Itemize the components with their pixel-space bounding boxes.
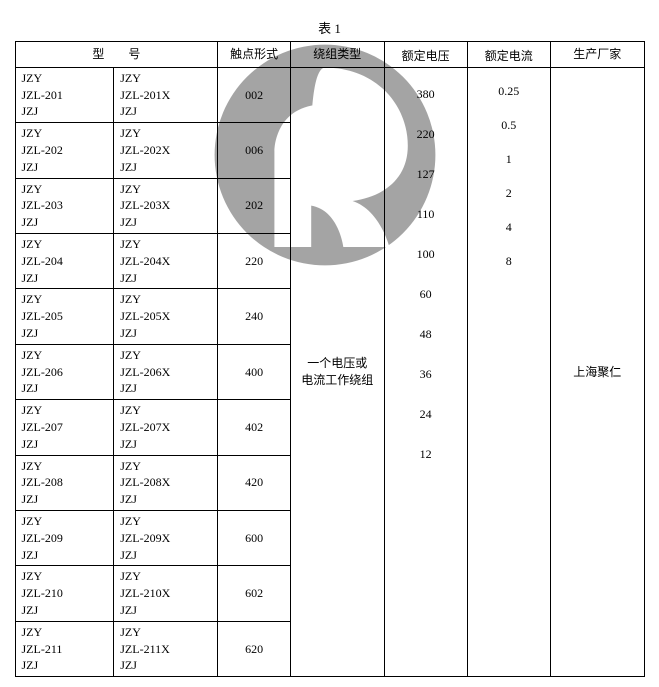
model-cell-b: JZYJZL-208XJZJ	[114, 455, 218, 510]
model-cell-b: JZYJZL-206XJZJ	[114, 344, 218, 399]
model-cell-b: JZYJZL-202XJZJ	[114, 123, 218, 178]
model-cell-a: JZYJZL-208JZJ	[15, 455, 114, 510]
model-cell-b: JZYJZL-207XJZJ	[114, 400, 218, 455]
contact-cell: 002	[218, 67, 291, 122]
model-cell-b: JZYJZL-205XJZJ	[114, 289, 218, 344]
contact-cell: 220	[218, 233, 291, 288]
table-row: JZYJZL-201JZJJZYJZL-201XJZJ002一个电压或电流工作绕…	[15, 67, 644, 122]
col-contact: 触点形式	[218, 42, 291, 68]
model-cell-b: JZYJZL-204XJZJ	[114, 233, 218, 288]
model-cell-b: JZYJZL-201XJZJ	[114, 67, 218, 122]
voltage-cell: 3802201271101006048362412	[384, 67, 467, 676]
contact-cell: 202	[218, 178, 291, 233]
col-volt: 额定电压	[384, 42, 467, 68]
model-cell-a: JZYJZL-210JZJ	[15, 566, 114, 621]
table-caption: 表 1	[10, 18, 649, 37]
model-cell-a: JZYJZL-202JZJ	[15, 123, 114, 178]
col-model: 型 号	[15, 42, 218, 68]
spec-table: 型 号 触点形式 绕组类型 额定电压 额定电流 生产厂家 JZYJZL-201J…	[15, 41, 645, 677]
model-cell-a: JZYJZL-201JZJ	[15, 67, 114, 122]
model-cell-b: JZYJZL-211XJZJ	[114, 621, 218, 676]
contact-cell: 402	[218, 400, 291, 455]
contact-cell: 602	[218, 566, 291, 621]
model-cell-b: JZYJZL-210XJZJ	[114, 566, 218, 621]
col-maker: 生产厂家	[550, 42, 644, 68]
contact-cell: 006	[218, 123, 291, 178]
header-row: 型 号 触点形式 绕组类型 额定电压 额定电流 生产厂家	[15, 42, 644, 68]
contact-cell: 620	[218, 621, 291, 676]
model-cell-a: JZYJZL-207JZJ	[15, 400, 114, 455]
winding-cell: 一个电压或电流工作绕组	[290, 67, 384, 676]
model-cell-a: JZYJZL-205JZJ	[15, 289, 114, 344]
model-cell-a: JZYJZL-211JZJ	[15, 621, 114, 676]
model-cell-b: JZYJZL-203XJZJ	[114, 178, 218, 233]
model-cell-b: JZYJZL-209XJZJ	[114, 510, 218, 565]
col-winding: 绕组类型	[290, 42, 384, 68]
model-cell-a: JZYJZL-206JZJ	[15, 344, 114, 399]
contact-cell: 400	[218, 344, 291, 399]
col-curr: 额定电流	[467, 42, 550, 68]
contact-cell: 240	[218, 289, 291, 344]
model-cell-a: JZYJZL-204JZJ	[15, 233, 114, 288]
model-cell-a: JZYJZL-209JZJ	[15, 510, 114, 565]
current-cell: 0.250.51248	[467, 67, 550, 676]
contact-cell: 420	[218, 455, 291, 510]
model-cell-a: JZYJZL-203JZJ	[15, 178, 114, 233]
maker-cell: 上海聚仁	[550, 67, 644, 676]
contact-cell: 600	[218, 510, 291, 565]
